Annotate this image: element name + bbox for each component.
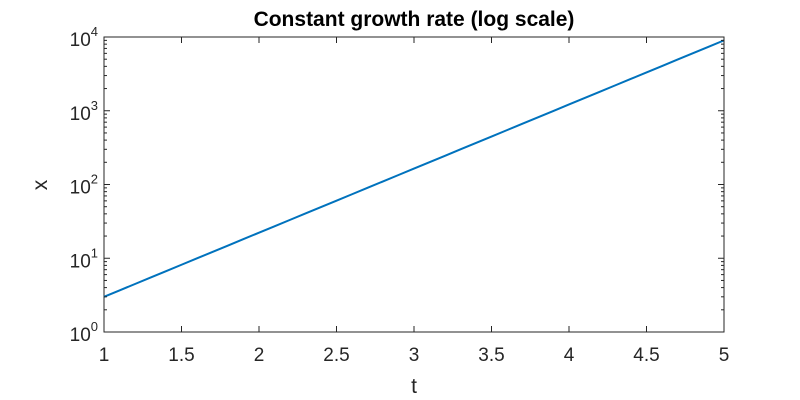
x-axis: 1 1.5 2 2.5 3 3.5 4 4.5 5 — [99, 37, 730, 366]
x-axis-label: t — [411, 375, 417, 398]
chart-title: Constant growth rate (log scale) — [254, 8, 575, 31]
y-tick-label: 103 — [70, 98, 98, 125]
plot-area — [103, 36, 725, 333]
x-tick-label: 4 — [564, 345, 575, 366]
x-tick-label: 1 — [99, 345, 110, 366]
x-tick-label: 3.5 — [478, 345, 504, 366]
y-axis-label: x — [29, 179, 52, 190]
x-tick-label: 2 — [254, 345, 265, 366]
y-tick-label: 104 — [70, 24, 98, 51]
x-tick-label: 2.5 — [323, 345, 349, 366]
y-tick-label: 102 — [70, 172, 98, 199]
x-tick-label: 4.5 — [633, 345, 659, 366]
axes-box — [103, 36, 725, 333]
y-axis: 100 101 102 103 104 — [70, 24, 724, 346]
series-line — [103, 39, 725, 298]
x-tick-label: 5 — [719, 345, 730, 366]
x-tick-label: 1.5 — [168, 345, 194, 366]
y-tick-label: 101 — [70, 245, 98, 272]
y-tick-label: 100 — [70, 319, 98, 346]
x-tick-label: 3 — [409, 345, 420, 366]
